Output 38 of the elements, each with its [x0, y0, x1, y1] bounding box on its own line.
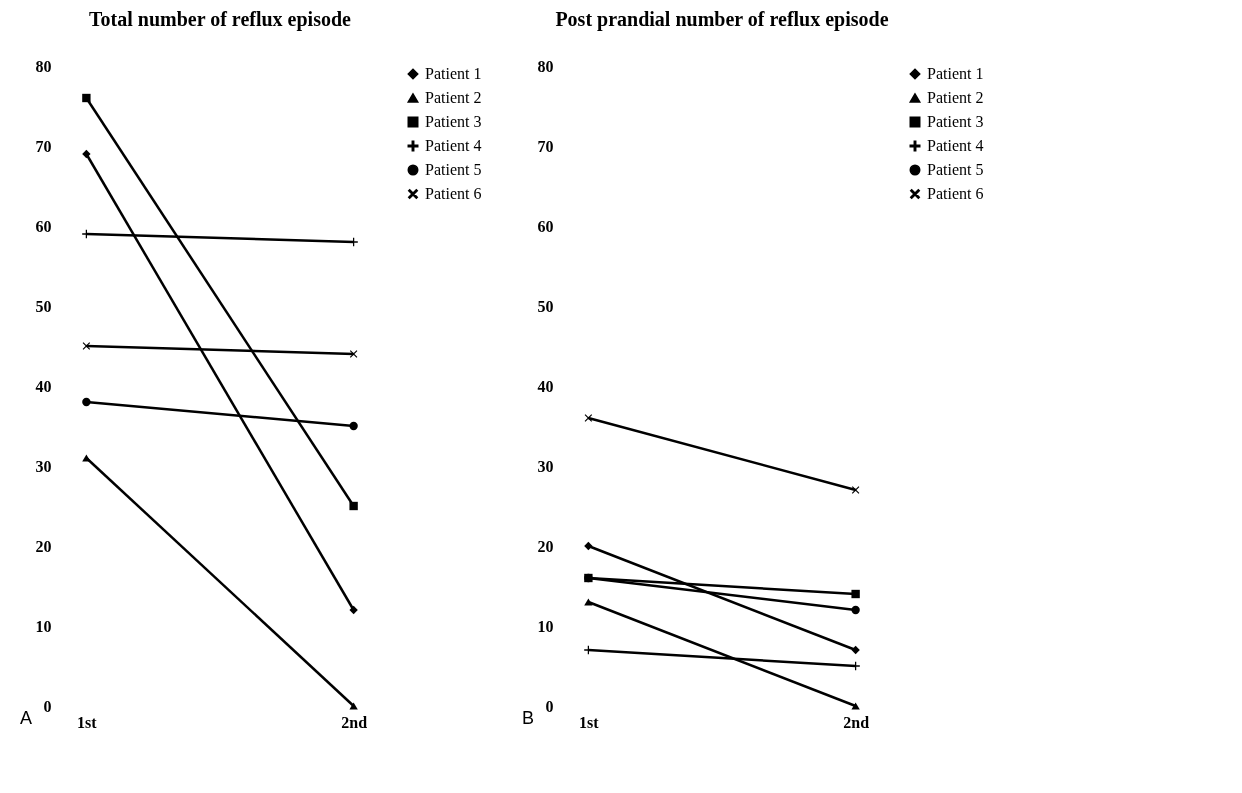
- y-tick-label: 0: [545, 697, 554, 715]
- y-tick-label: 50: [537, 297, 554, 315]
- x-tick-label: 1st: [77, 713, 98, 731]
- y-tick-label: 20: [35, 537, 52, 555]
- y-tick-label: 30: [537, 457, 554, 475]
- y-tick-label: 60: [537, 217, 554, 235]
- text: B: [522, 708, 535, 728]
- y-tick-label: 40: [35, 377, 52, 395]
- y-tick-label: 40: [537, 377, 554, 395]
- chart-title: Post prandial number of reflux episode: [555, 8, 889, 31]
- y-tick-label: 20: [537, 537, 554, 555]
- legend-label: Patient 1: [927, 65, 984, 82]
- y-tick-label: 10: [537, 617, 554, 635]
- y-tick-label: 80: [537, 57, 554, 75]
- y-tick-label: 0: [43, 697, 52, 715]
- legend-label: Patient 1: [425, 65, 482, 82]
- chart-title: Total number of reflux episode: [89, 8, 352, 31]
- y-tick-label: 80: [35, 57, 52, 75]
- y-tick-label: 50: [35, 297, 52, 315]
- legend-label: Patient 3: [425, 113, 482, 130]
- x-tick-label: 2nd: [341, 713, 368, 731]
- y-tick-label: 70: [35, 137, 52, 155]
- y-tick-label: 10: [35, 617, 52, 635]
- legend-label: Patient 3: [927, 113, 984, 130]
- legend-label: Patient 2: [927, 89, 984, 106]
- legend-label: Patient 2: [425, 89, 482, 106]
- legend-label: Patient 5: [927, 161, 984, 178]
- y-tick-label: 60: [35, 217, 52, 235]
- legend-label: Patient 5: [425, 161, 482, 178]
- y-tick-label: 30: [35, 457, 52, 475]
- text: A: [20, 708, 33, 728]
- legend-label: Patient 6: [927, 185, 984, 202]
- x-tick-label: 1st: [579, 713, 600, 731]
- y-tick-label: 70: [537, 137, 554, 155]
- legend-label: Patient 6: [425, 185, 482, 202]
- legend-label: Patient 4: [927, 137, 984, 154]
- x-tick-label: 2nd: [843, 713, 870, 731]
- legend-label: Patient 4: [425, 137, 482, 154]
